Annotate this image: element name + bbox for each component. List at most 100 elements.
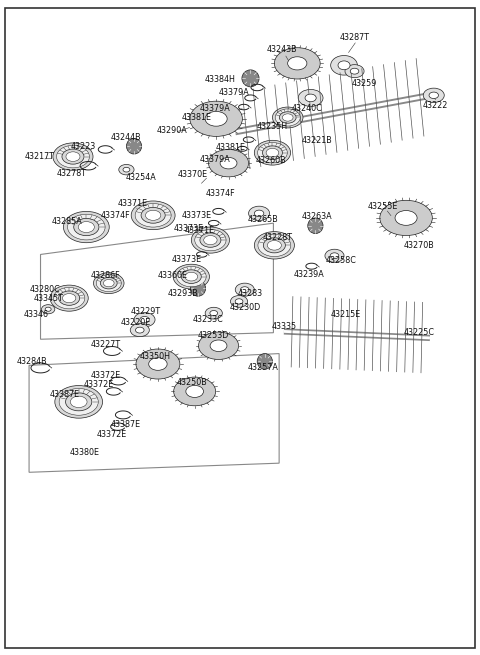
Text: 43220E: 43220E: [121, 318, 151, 327]
Text: 43278T: 43278T: [57, 169, 87, 178]
Ellipse shape: [275, 109, 300, 126]
Text: 43235H: 43235H: [257, 122, 288, 131]
Text: 43373E: 43373E: [182, 211, 212, 220]
Text: 43335: 43335: [271, 322, 297, 331]
Ellipse shape: [62, 293, 76, 303]
Text: 43387E: 43387E: [49, 390, 80, 398]
Ellipse shape: [66, 152, 80, 161]
Ellipse shape: [66, 393, 92, 411]
Text: 43229T: 43229T: [131, 307, 161, 316]
Ellipse shape: [57, 145, 89, 168]
Text: 43286F: 43286F: [91, 271, 120, 280]
Text: 43290A: 43290A: [157, 126, 188, 135]
Text: 43285A: 43285A: [52, 217, 83, 227]
Ellipse shape: [204, 236, 217, 245]
Ellipse shape: [210, 340, 227, 352]
Text: 43227T: 43227T: [90, 340, 120, 349]
Text: 43346: 43346: [23, 310, 48, 319]
Ellipse shape: [190, 101, 242, 136]
Ellipse shape: [282, 114, 293, 121]
Text: 43387E: 43387E: [110, 420, 141, 428]
Text: 43293B: 43293B: [168, 289, 198, 298]
Text: 43250B: 43250B: [177, 378, 208, 387]
Text: 43239A: 43239A: [294, 269, 324, 278]
Ellipse shape: [266, 149, 279, 157]
Text: 43257A: 43257A: [248, 364, 278, 373]
Ellipse shape: [134, 312, 155, 327]
Ellipse shape: [186, 385, 204, 398]
Ellipse shape: [298, 90, 323, 106]
Ellipse shape: [62, 149, 84, 164]
Ellipse shape: [254, 232, 294, 259]
Ellipse shape: [249, 206, 270, 221]
Ellipse shape: [273, 107, 303, 128]
Ellipse shape: [50, 285, 88, 311]
Text: 43265B: 43265B: [248, 215, 278, 224]
Text: 43370E: 43370E: [177, 170, 207, 179]
Ellipse shape: [258, 234, 291, 257]
Text: 43255E: 43255E: [368, 202, 398, 211]
Text: 43243B: 43243B: [267, 45, 297, 54]
Ellipse shape: [205, 307, 222, 319]
Ellipse shape: [331, 56, 358, 75]
Ellipse shape: [94, 272, 124, 293]
Text: 43223: 43223: [71, 141, 96, 151]
Ellipse shape: [308, 218, 323, 234]
Text: 43372E: 43372E: [84, 381, 114, 389]
Ellipse shape: [338, 61, 350, 69]
Ellipse shape: [103, 280, 114, 287]
Text: 43380E: 43380E: [70, 448, 100, 457]
Ellipse shape: [350, 68, 359, 74]
Ellipse shape: [305, 94, 316, 102]
Text: 43270B: 43270B: [404, 241, 435, 250]
Text: 43228T: 43228T: [262, 233, 292, 242]
Ellipse shape: [119, 164, 134, 175]
Text: 43384H: 43384H: [204, 75, 235, 84]
Ellipse shape: [135, 204, 171, 227]
Text: 43350H: 43350H: [140, 352, 170, 361]
Ellipse shape: [288, 57, 307, 70]
Text: 43260B: 43260B: [256, 156, 287, 165]
Text: 43222: 43222: [423, 102, 448, 110]
Ellipse shape: [135, 328, 144, 333]
Text: 43372E: 43372E: [97, 430, 127, 439]
Text: 43345T: 43345T: [33, 294, 63, 303]
Ellipse shape: [235, 299, 243, 304]
Text: 43381E: 43381E: [216, 143, 245, 152]
Ellipse shape: [149, 358, 167, 370]
Ellipse shape: [126, 138, 142, 154]
Ellipse shape: [145, 210, 161, 220]
Text: 43280C: 43280C: [30, 285, 60, 294]
Text: 43215E: 43215E: [331, 310, 361, 319]
Text: 43254A: 43254A: [125, 173, 156, 182]
Text: 43360E: 43360E: [157, 271, 187, 280]
Text: 43217T: 43217T: [24, 152, 55, 161]
Text: 43372E: 43372E: [90, 371, 120, 381]
Ellipse shape: [174, 377, 216, 405]
Text: 43373E: 43373E: [171, 255, 202, 263]
Ellipse shape: [173, 264, 209, 289]
Text: 43233C: 43233C: [192, 314, 223, 324]
Text: 43240C: 43240C: [291, 104, 322, 113]
Ellipse shape: [275, 48, 320, 79]
Ellipse shape: [200, 233, 221, 248]
Text: 43287T: 43287T: [339, 33, 370, 42]
Ellipse shape: [235, 283, 254, 296]
Ellipse shape: [185, 272, 198, 281]
Text: 43253D: 43253D: [198, 331, 229, 341]
Ellipse shape: [210, 310, 217, 316]
Ellipse shape: [380, 200, 432, 236]
Text: 43284B: 43284B: [17, 357, 48, 366]
Ellipse shape: [96, 274, 121, 291]
Ellipse shape: [279, 112, 296, 123]
Ellipse shape: [192, 227, 229, 253]
Ellipse shape: [263, 146, 282, 160]
Ellipse shape: [195, 229, 226, 251]
Ellipse shape: [59, 291, 80, 305]
Text: 43225C: 43225C: [404, 328, 435, 337]
Ellipse shape: [220, 157, 237, 169]
Ellipse shape: [141, 208, 165, 223]
Text: 43373E: 43373E: [173, 224, 204, 233]
Ellipse shape: [199, 332, 239, 360]
Ellipse shape: [53, 288, 85, 309]
